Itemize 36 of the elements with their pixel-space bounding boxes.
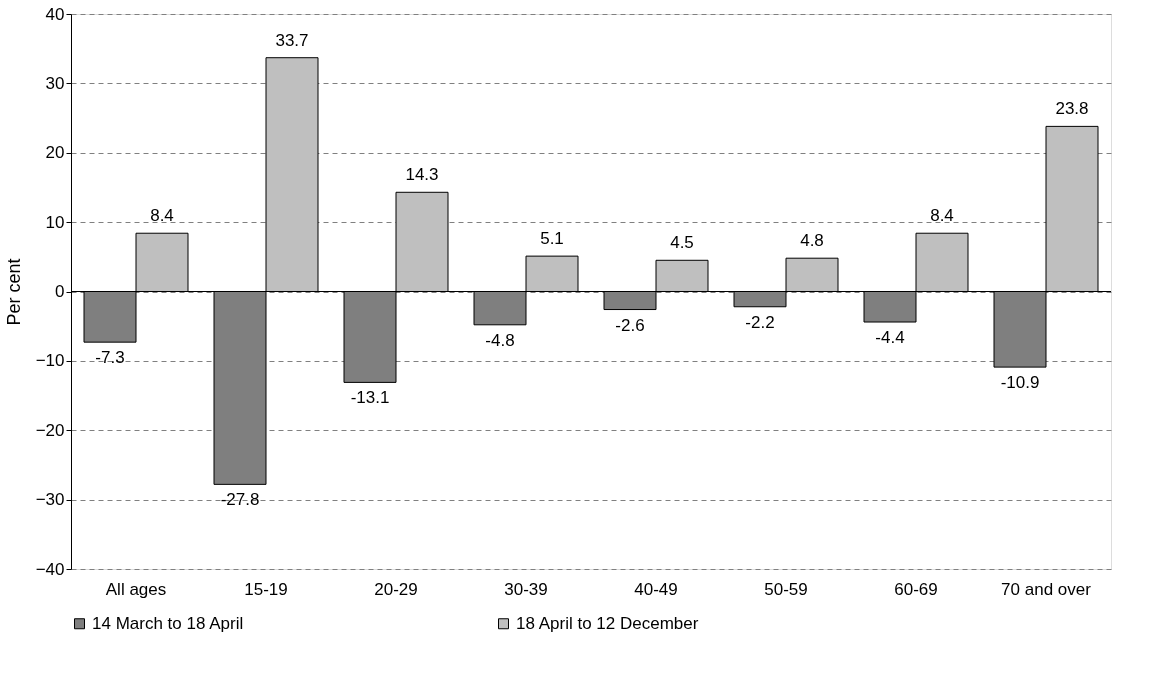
data-label: 8.4 — [930, 206, 954, 226]
x-tick-label: 20-29 — [374, 579, 418, 599]
legend-label: 14 March to 18 April — [92, 613, 244, 633]
y-tick-label: −20 — [35, 420, 65, 440]
data-label: 23.8 — [1055, 99, 1089, 119]
y-tick-label: 20 — [45, 143, 65, 163]
y-tick-label: 0 — [55, 282, 65, 301]
x-tick-label: 60-69 — [894, 579, 938, 599]
y-tick-label: 30 — [45, 73, 65, 93]
data-label: 5.1 — [540, 229, 564, 249]
y-axis-title: Per cent — [3, 258, 24, 326]
data-label: -4.8 — [485, 330, 515, 350]
x-tick-label: All ages — [105, 579, 167, 599]
data-label: -2.6 — [615, 315, 645, 335]
data-label: 8.4 — [150, 206, 174, 226]
x-tick-label: 40-49 — [634, 579, 678, 599]
data-label: -2.2 — [745, 312, 775, 332]
data-label: -7.3 — [95, 348, 125, 368]
y-tick-label: −40 — [35, 559, 65, 579]
x-tick-label: 15-19 — [244, 579, 288, 599]
y-tick-label: −10 — [35, 351, 65, 371]
x-tick-label: 70 and over — [1001, 579, 1092, 599]
data-label: 4.5 — [670, 233, 694, 253]
y-tick-label: 10 — [45, 212, 65, 232]
data-label: 4.8 — [800, 231, 824, 251]
data-label: 14.3 — [405, 165, 439, 185]
data-label: -4.4 — [875, 328, 905, 348]
x-tick-label: 50-59 — [764, 579, 808, 599]
data-label: -10.9 — [1000, 373, 1040, 393]
data-label: 33.7 — [275, 30, 309, 50]
x-tick-label: 30-39 — [504, 579, 548, 599]
data-label: -13.1 — [350, 388, 390, 408]
y-tick-label: −30 — [35, 490, 65, 510]
y-tick-label: 40 — [45, 4, 65, 24]
data-label: -27.8 — [220, 490, 260, 510]
legend-label: 18 April to 12 December — [516, 613, 699, 633]
